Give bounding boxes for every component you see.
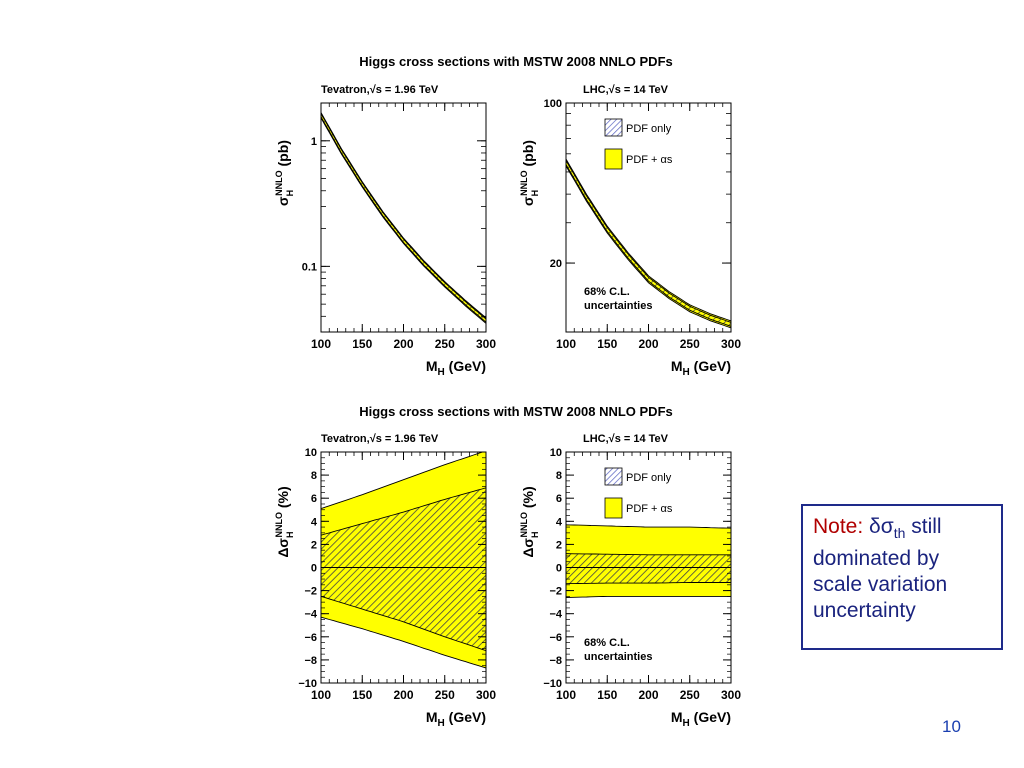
band-pdf-only <box>321 112 486 323</box>
x-tick-label: 200 <box>638 688 658 702</box>
x-tick-label: 100 <box>556 337 576 351</box>
panel-tevatron-cross-section: 100 150 200 250 300 1 0.1 MH (GeV) σHNNLO (pb) <box>274 102 496 378</box>
note-box: Note: δσth still dominated by scale vari… <box>801 504 1003 650</box>
y-tick-label: 10 <box>305 447 317 459</box>
x-tick-label: 250 <box>435 337 455 351</box>
x-tick-label: 100 <box>311 337 331 351</box>
y-axis-label: ΔσHNNLO (%) <box>519 486 540 557</box>
x-axis-label: MH (GeV) <box>671 709 731 729</box>
legend-swatch-pdf-alphas <box>604 148 623 170</box>
x-tick-label: 150 <box>352 337 372 351</box>
panel-tevatron-uncertainty: 100 150 200 250 300 −10 −8 −6 −4 −2 0 2 4 6 8 10 MH (GeV… <box>274 447 496 729</box>
y-axis-label: σHNNLO (pb) <box>519 140 540 206</box>
y-tick-label: 6 <box>311 493 317 505</box>
x-tick-label: 200 <box>638 337 658 351</box>
x-tick-label: 300 <box>476 337 496 351</box>
annotation-cl: 68% C.L. <box>584 637 630 649</box>
bottom-title: Higgs cross sections with MSTW 2008 NNLO… <box>359 404 673 419</box>
y-tick-label: −4 <box>304 609 317 621</box>
note-label: Note: <box>813 515 864 538</box>
y-tick-label: 8 <box>556 470 562 482</box>
y-tick-label: −6 <box>304 632 317 644</box>
y-tick-label: 0 <box>556 563 562 575</box>
y-tick-label: 4 <box>556 516 563 528</box>
y-tick-label: 10 <box>550 447 562 459</box>
band-pdf-alphas <box>321 111 486 324</box>
annotation-cl: 68% C.L. <box>584 286 630 298</box>
panel-lhc-cross-section: 100 150 200 250 300 100 20 MH (GeV) σHNNLO (pb) P… <box>519 98 741 378</box>
y-tick-label: 100 <box>544 98 562 110</box>
y-tick-label: −10 <box>298 678 317 690</box>
y-tick-label: 0.1 <box>302 261 317 273</box>
plot-area <box>321 111 486 324</box>
y-axis-label: ΔσHNNLO (%) <box>274 486 295 557</box>
y-tick-label: 6 <box>556 493 562 505</box>
x-tick-label: 250 <box>680 688 700 702</box>
y-tick-label: −6 <box>549 632 562 644</box>
x-axis-label: MH (GeV) <box>426 358 486 378</box>
panel-c-subtitle: Tevatron,√s = 1.96 TeV <box>321 433 439 445</box>
band-pdf-alphas <box>566 158 731 329</box>
x-tick-label: 250 <box>680 337 700 351</box>
legend-label-pdf-only: PDF only <box>626 123 672 135</box>
legend-swatch-pdf-only <box>604 467 623 486</box>
y-tick-label: 2 <box>556 539 562 551</box>
band-pdf-only <box>566 553 731 585</box>
y-tick-label: 1 <box>311 136 317 148</box>
note-text: still dominated by scale variation uncer… <box>813 515 948 623</box>
y-tick-label: −4 <box>549 609 562 621</box>
top-title: Higgs cross sections with MSTW 2008 NNLO… <box>359 54 673 69</box>
legend-swatch-pdf-only <box>604 118 623 137</box>
panel-a-subtitle: Tevatron,√s = 1.96 TeV <box>321 84 439 96</box>
x-tick-label: 100 <box>556 688 576 702</box>
y-tick-label: −8 <box>549 655 562 667</box>
plot-area <box>566 524 731 598</box>
x-axis-label: MH (GeV) <box>426 709 486 729</box>
y-tick-label: 8 <box>311 470 317 482</box>
plot-area <box>566 158 731 329</box>
legend-label-pdf-alphas: PDF + αs <box>626 154 673 166</box>
x-tick-label: 250 <box>435 688 455 702</box>
plot-area <box>321 452 486 669</box>
legend-label-pdf-alphas: PDF + αs <box>626 503 673 515</box>
y-tick-label: 4 <box>311 516 318 528</box>
x-tick-label: 150 <box>352 688 372 702</box>
y-tick-label: −10 <box>543 678 562 690</box>
band-pdf-only <box>566 159 731 327</box>
x-tick-label: 200 <box>393 688 413 702</box>
y-tick-label: 2 <box>311 539 317 551</box>
y-tick-label: −8 <box>304 655 317 667</box>
x-tick-label: 150 <box>597 688 617 702</box>
note-symbol: δσth <box>869 515 906 542</box>
y-tick-label: 20 <box>550 258 562 270</box>
x-tick-label: 100 <box>311 688 331 702</box>
page-number: 10 <box>942 717 961 736</box>
y-tick-label: −2 <box>304 586 317 598</box>
x-tick-label: 300 <box>476 688 496 702</box>
y-axis-label: σHNNLO (pb) <box>274 140 295 206</box>
y-tick-label: 0 <box>311 563 317 575</box>
panel-b-subtitle: LHC,√s = 14 TeV <box>583 84 669 96</box>
legend-swatch-pdf-alphas <box>604 497 623 519</box>
x-tick-label: 300 <box>721 337 741 351</box>
legend-label-pdf-only: PDF only <box>626 472 672 484</box>
annotation-uncertainties: uncertainties <box>584 651 652 663</box>
annotation-uncertainties: uncertainties <box>584 300 652 312</box>
band-pdf-only <box>321 487 486 652</box>
x-tick-label: 200 <box>393 337 413 351</box>
x-axis-label: MH (GeV) <box>671 358 731 378</box>
x-tick-label: 150 <box>597 337 617 351</box>
panel-lhc-uncertainty: 100 150 200 250 300 −10 −8 −6 −4 −2 0 2 4 6 8 10 MH (GeV… <box>519 447 741 729</box>
y-tick-label: −2 <box>549 586 562 598</box>
panel-d-subtitle: LHC,√s = 14 TeV <box>583 433 669 445</box>
x-tick-label: 300 <box>721 688 741 702</box>
